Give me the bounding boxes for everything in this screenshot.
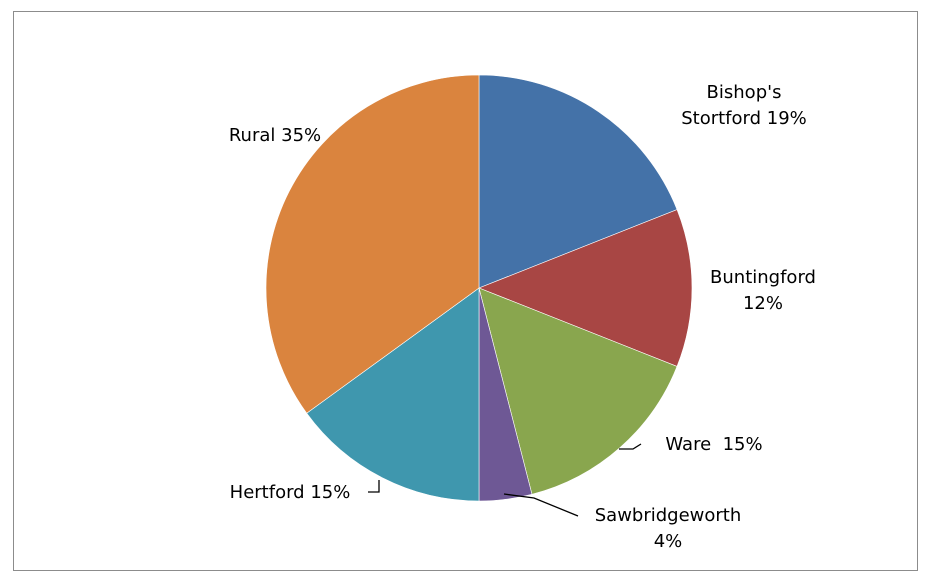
slice-label-line: Rural 35% [229, 125, 321, 146]
slice-label-line: Stortford 19% [681, 108, 807, 129]
pie-slice-buntingford [478, 209, 693, 367]
leader-line-sawbridgeworth [503, 493, 579, 517]
pie-slice-ware [478, 287, 678, 495]
leader-lines [368, 443, 642, 517]
slice-label-line: Buntingford [710, 267, 816, 288]
slice-label-rural: Rural 35% [229, 125, 321, 146]
slice-label-line: Hertford 15% [230, 482, 351, 503]
slice-label-buntingford: Buntingford 12% [710, 267, 816, 314]
leader-line-hertford [368, 480, 380, 493]
pie-slice-hertford [306, 287, 480, 502]
slice-label-ware: Ware 15% [665, 434, 762, 455]
slice-labels: Bishop's Stortford 19% Buntingford 12% Ware … [229, 82, 816, 552]
slice-label-line: 12% [743, 293, 783, 314]
slice-label-line: 4% [654, 531, 683, 552]
leader-line-ware [619, 443, 642, 450]
pie-chart: Bishop's Stortford 19% Buntingford 12% Ware … [229, 74, 816, 552]
pie-slices [265, 74, 693, 502]
pie-slice-rural [265, 74, 480, 414]
slice-label-hertford: Hertford 15% [230, 482, 351, 503]
slice-label-bishop-s-stortford: Bishop's Stortford 19% [681, 82, 807, 129]
slice-label-sawbridgeworth: Sawbridgeworth 4% [595, 505, 742, 552]
slice-label-line: Sawbridgeworth [595, 505, 742, 526]
slice-label-line: Bishop's [707, 82, 782, 103]
slice-label-line: Ware 15% [665, 434, 762, 455]
pie-slice-bishop-s-stortford [478, 74, 678, 289]
